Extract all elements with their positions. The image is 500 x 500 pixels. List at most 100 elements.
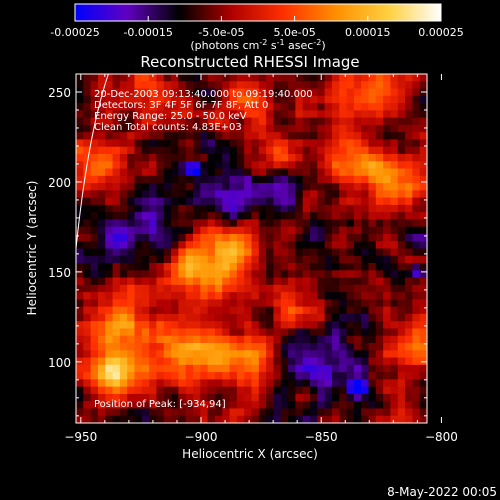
heatmap-cell <box>178 350 187 359</box>
heatmap-cell <box>353 226 362 235</box>
heatmap-cell <box>295 153 304 162</box>
heatmap-cell <box>353 393 362 402</box>
heatmap-cell <box>419 386 427 395</box>
heatmap-cell <box>244 190 253 199</box>
heatmap-cell <box>105 204 114 213</box>
heatmap-cell <box>76 408 84 417</box>
heatmap-cell <box>266 415 275 423</box>
heatmap-cell <box>83 153 92 162</box>
heatmap-cell <box>185 313 194 322</box>
heatmap-cell <box>324 313 333 322</box>
heatmap-cell <box>90 241 99 250</box>
heatmap-cell <box>90 212 99 221</box>
heatmap-cell <box>258 313 267 322</box>
heatmap-cell <box>112 321 121 330</box>
heatmap-cell <box>134 306 143 315</box>
heatmap-cell <box>200 153 209 162</box>
heatmap-cell <box>317 110 326 119</box>
heatmap-cell <box>207 124 216 133</box>
heatmap-cell <box>149 364 158 373</box>
heatmap-cell <box>236 415 245 423</box>
heatmap-cell <box>236 146 245 155</box>
heatmap-cell <box>353 212 362 221</box>
heatmap-cell <box>127 408 136 417</box>
heatmap-cell <box>324 284 333 293</box>
heatmap-cell <box>97 183 106 191</box>
heatmap-cell <box>90 379 99 388</box>
heatmap-cell <box>317 401 326 410</box>
heatmap-cell <box>83 372 92 380</box>
heatmap-cell <box>368 350 377 359</box>
heatmap-cell <box>390 103 399 111</box>
heatmap-cell <box>76 284 84 293</box>
heatmap-cell <box>310 161 318 170</box>
heatmap-cell <box>383 226 392 235</box>
heatmap-cell <box>317 357 326 366</box>
heatmap-cell <box>397 313 406 322</box>
heatmap-cell <box>412 197 421 206</box>
heatmap-cell <box>353 241 362 250</box>
heatmap-cell <box>97 379 106 388</box>
heatmap-cell <box>331 233 340 242</box>
heatmap-cell <box>280 124 289 133</box>
heatmap-cell <box>90 81 99 90</box>
heatmap-cell <box>397 284 406 293</box>
heatmap-cell <box>324 161 333 170</box>
heatmap-cell <box>112 393 121 402</box>
heatmap-cell <box>273 204 282 213</box>
heatmap-cell <box>90 103 99 111</box>
heatmap-cell <box>127 270 136 279</box>
heatmap-cell <box>134 132 143 141</box>
heatmap-cell <box>105 335 114 344</box>
heatmap-cell <box>405 284 413 293</box>
heatmap-cell <box>141 343 150 351</box>
heatmap-cell <box>222 401 231 410</box>
heatmap-cell <box>295 212 304 221</box>
heatmap-cell <box>331 117 340 126</box>
heatmap-cell <box>185 183 194 191</box>
heatmap-cell <box>258 284 267 293</box>
heatmap-cell <box>405 103 413 111</box>
heatmap-cell <box>171 263 179 271</box>
heatmap-cell <box>390 335 399 344</box>
heatmap-cell <box>266 175 275 184</box>
heatmap-cell <box>214 401 223 410</box>
heatmap-cell <box>383 139 392 148</box>
heatmap-cell <box>295 386 304 395</box>
heatmap-cell <box>222 248 231 257</box>
heatmap-cell <box>83 226 92 235</box>
heatmap-cell <box>244 175 253 184</box>
heatmap-cell <box>361 219 370 228</box>
heatmap-cell <box>97 197 106 206</box>
heatmap-cell <box>76 313 84 322</box>
heatmap-cell <box>397 350 406 359</box>
heatmap-cell <box>105 386 114 395</box>
heatmap-cell <box>185 379 194 388</box>
heatmap-cell <box>193 103 201 111</box>
heatmap-cell <box>295 306 304 315</box>
heatmap-cell <box>361 88 370 97</box>
heatmap-cell <box>214 110 223 119</box>
heatmap-cell <box>163 175 172 184</box>
heatmap-cell <box>266 212 275 221</box>
heatmap-cell <box>222 386 231 395</box>
heatmap-cell <box>419 415 427 423</box>
heatmap-cell <box>266 74 275 82</box>
heatmap-cell <box>127 255 136 264</box>
heatmap-cell <box>331 379 340 388</box>
heatmap-cell <box>163 95 172 104</box>
heatmap-cell <box>163 408 172 417</box>
heatmap-cell <box>266 372 275 380</box>
heatmap-cell <box>214 357 223 366</box>
heatmap-cell <box>383 161 392 170</box>
heatmap-cell <box>273 175 282 184</box>
heatmap-cell <box>390 350 399 359</box>
heatmap-cell <box>200 74 209 82</box>
heatmap-cell <box>185 255 194 264</box>
heatmap-cell <box>185 401 194 410</box>
heatmap-cell <box>178 408 187 417</box>
heatmap-cell <box>200 313 209 322</box>
heatmap-cell <box>368 408 377 417</box>
heatmap-cell <box>119 117 128 126</box>
heatmap-cell <box>207 386 216 395</box>
